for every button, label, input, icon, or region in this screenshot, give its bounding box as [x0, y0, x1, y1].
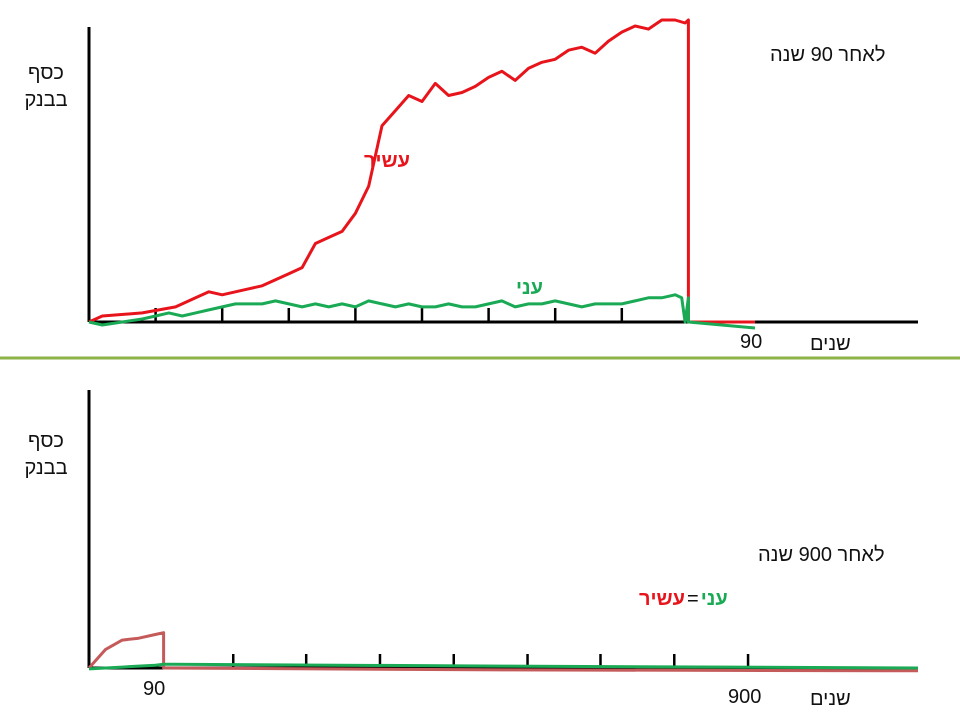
equation-poor: עני: [700, 588, 728, 610]
top-xlabel: שנים: [810, 333, 851, 355]
rich-series-label: עשיר: [364, 150, 411, 172]
top-ylabel-line1: כסף: [28, 62, 64, 84]
top-series-0-line: [88, 18, 755, 324]
equation-rich: עשיר: [639, 588, 686, 610]
bottom-ylabel-line2: בבנק: [24, 457, 68, 479]
top-ylabel-line2: בבנק: [24, 89, 68, 111]
equation-equals: =: [687, 588, 699, 610]
bottom-series-0-line: [87, 631, 919, 673]
top-series-1-line: [88, 293, 756, 330]
top-x-tick-90: 90: [740, 331, 763, 353]
top-annotation: לאחר 90 שנה: [770, 44, 886, 66]
bottom-annotation: לאחר 900 שנה: [758, 544, 885, 566]
bottom-x-tick-90: 90: [143, 678, 166, 700]
bottom-xlabel: שנים: [810, 688, 851, 710]
equation: עני=עשיר: [639, 588, 728, 611]
top-ylabel: כסף בבנק: [11, 60, 81, 114]
bottom-ylabel-line1: כסף: [28, 430, 64, 452]
bottom-ylabel: כסף בבנק: [11, 428, 81, 482]
poor-series-label: עני: [516, 277, 544, 299]
bottom-chart: [87, 390, 919, 673]
top-chart: [87, 18, 918, 330]
bottom-series-1-line: [88, 662, 919, 671]
bottom-x-tick-900: 900: [728, 686, 762, 708]
